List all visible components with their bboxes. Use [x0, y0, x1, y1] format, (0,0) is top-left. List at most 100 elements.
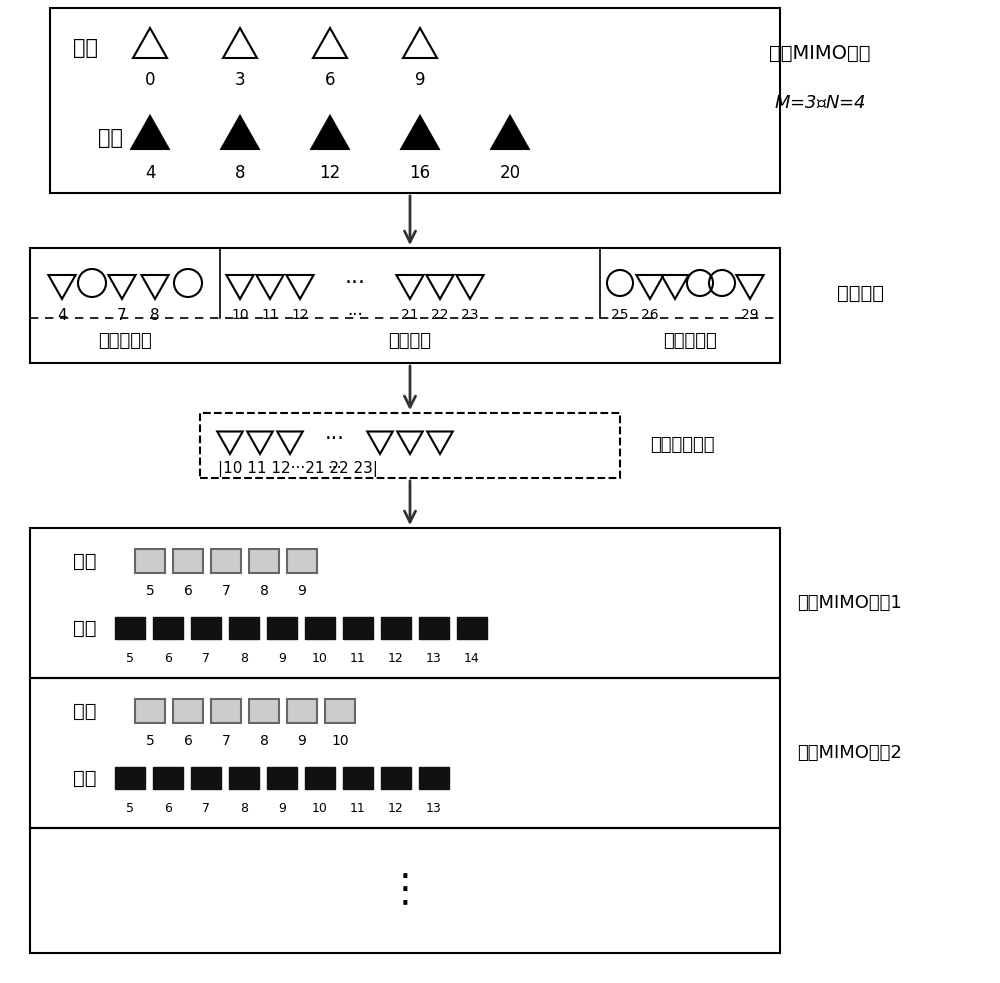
Text: 7: 7 — [222, 584, 230, 598]
Text: 5: 5 — [146, 584, 154, 598]
Text: 11: 11 — [261, 308, 279, 322]
Text: 参考和协同阵: 参考和协同阵 — [650, 436, 714, 454]
Text: 虚拟MIMO阵列2: 虚拟MIMO阵列2 — [798, 744, 902, 762]
Bar — [267, 767, 297, 789]
Text: 发射: 发射 — [72, 38, 98, 58]
Text: 25: 25 — [611, 308, 629, 322]
Bar — [115, 617, 145, 639]
Text: 8: 8 — [150, 308, 160, 322]
Bar — [135, 699, 165, 723]
Text: 11: 11 — [350, 652, 366, 665]
Bar — [153, 767, 183, 789]
Bar — [115, 767, 145, 789]
Text: ···: ··· — [344, 273, 366, 293]
Bar — [229, 617, 259, 639]
Text: 13: 13 — [426, 652, 442, 665]
Bar — [30, 528, 780, 678]
Text: 5: 5 — [146, 734, 154, 748]
Text: 7: 7 — [202, 652, 210, 665]
Text: 8: 8 — [240, 652, 248, 665]
Bar — [153, 617, 183, 639]
Text: 6: 6 — [164, 652, 172, 665]
Text: 和协同阵: 和协同阵 — [836, 283, 884, 303]
Bar — [30, 248, 780, 363]
Polygon shape — [221, 116, 259, 149]
Text: 发射: 发射 — [73, 551, 97, 570]
Text: 9: 9 — [298, 584, 306, 598]
Bar — [249, 699, 279, 723]
Text: 7: 7 — [222, 734, 230, 748]
Text: 12: 12 — [319, 164, 341, 182]
Text: 13: 13 — [426, 801, 442, 815]
Text: 21: 21 — [401, 308, 419, 322]
Text: 3: 3 — [235, 71, 245, 89]
Text: 20: 20 — [499, 164, 521, 182]
Text: |10 11 12···21 22 23|: |10 11 12···21 22 23| — [218, 461, 378, 477]
Text: 10: 10 — [312, 652, 328, 665]
Text: 5: 5 — [126, 801, 134, 815]
Text: 发射: 发射 — [73, 702, 97, 721]
Text: 7: 7 — [117, 308, 127, 322]
Polygon shape — [491, 116, 529, 149]
Text: 12: 12 — [291, 308, 309, 322]
Text: 9: 9 — [298, 734, 306, 748]
Text: 9: 9 — [278, 801, 286, 815]
Bar — [173, 699, 203, 723]
Text: 8: 8 — [260, 584, 268, 598]
Bar — [381, 617, 411, 639]
Text: 6: 6 — [164, 801, 172, 815]
Bar — [135, 549, 165, 573]
Text: ···: ··· — [347, 306, 363, 324]
Bar — [305, 617, 335, 639]
Bar — [457, 617, 487, 639]
Polygon shape — [131, 116, 169, 149]
Bar — [419, 617, 449, 639]
Text: 9: 9 — [415, 71, 425, 89]
Text: 9: 9 — [278, 652, 286, 665]
Text: $M$=3，$N$=4: $M$=3，$N$=4 — [774, 94, 866, 112]
Polygon shape — [401, 116, 439, 149]
Text: 29: 29 — [741, 308, 759, 322]
Text: 22: 22 — [431, 308, 449, 322]
Bar — [381, 767, 411, 789]
Bar — [211, 699, 241, 723]
Text: 接收: 接收 — [98, 128, 123, 148]
Bar — [419, 767, 449, 789]
Bar — [50, 8, 780, 193]
Text: 23: 23 — [461, 308, 479, 322]
Text: 5: 5 — [126, 652, 134, 665]
Text: ···: ··· — [328, 461, 342, 477]
Bar — [191, 617, 221, 639]
Bar — [211, 549, 241, 573]
Text: 0: 0 — [145, 71, 155, 89]
Bar — [229, 767, 259, 789]
Text: 虚拟MIMO阵列1: 虚拟MIMO阵列1 — [798, 594, 902, 612]
Text: 4: 4 — [145, 164, 155, 182]
Text: 6: 6 — [325, 71, 335, 89]
Bar — [343, 617, 373, 639]
Text: 均匀部分: 均匀部分 — [388, 332, 431, 350]
Bar — [30, 678, 780, 828]
Bar — [287, 549, 317, 573]
Bar — [325, 699, 355, 723]
Text: 10: 10 — [331, 734, 349, 748]
Bar — [249, 549, 279, 573]
Text: 互质MIMO阵列: 互质MIMO阵列 — [769, 43, 871, 63]
Text: 14: 14 — [464, 652, 480, 665]
Text: 6: 6 — [184, 584, 192, 598]
Bar — [173, 549, 203, 573]
Text: 12: 12 — [388, 652, 404, 665]
Text: 7: 7 — [202, 801, 210, 815]
Text: 接收: 接收 — [73, 618, 97, 638]
Text: 10: 10 — [231, 308, 249, 322]
Text: 非均匀部分: 非均匀部分 — [98, 332, 152, 350]
Text: 8: 8 — [235, 164, 245, 182]
Text: 11: 11 — [350, 801, 366, 815]
Text: 26: 26 — [641, 308, 659, 322]
Bar — [305, 767, 335, 789]
Polygon shape — [311, 116, 349, 149]
Text: 4: 4 — [57, 308, 67, 322]
Text: 10: 10 — [312, 801, 328, 815]
Bar — [30, 828, 780, 953]
Text: 16: 16 — [409, 164, 431, 182]
